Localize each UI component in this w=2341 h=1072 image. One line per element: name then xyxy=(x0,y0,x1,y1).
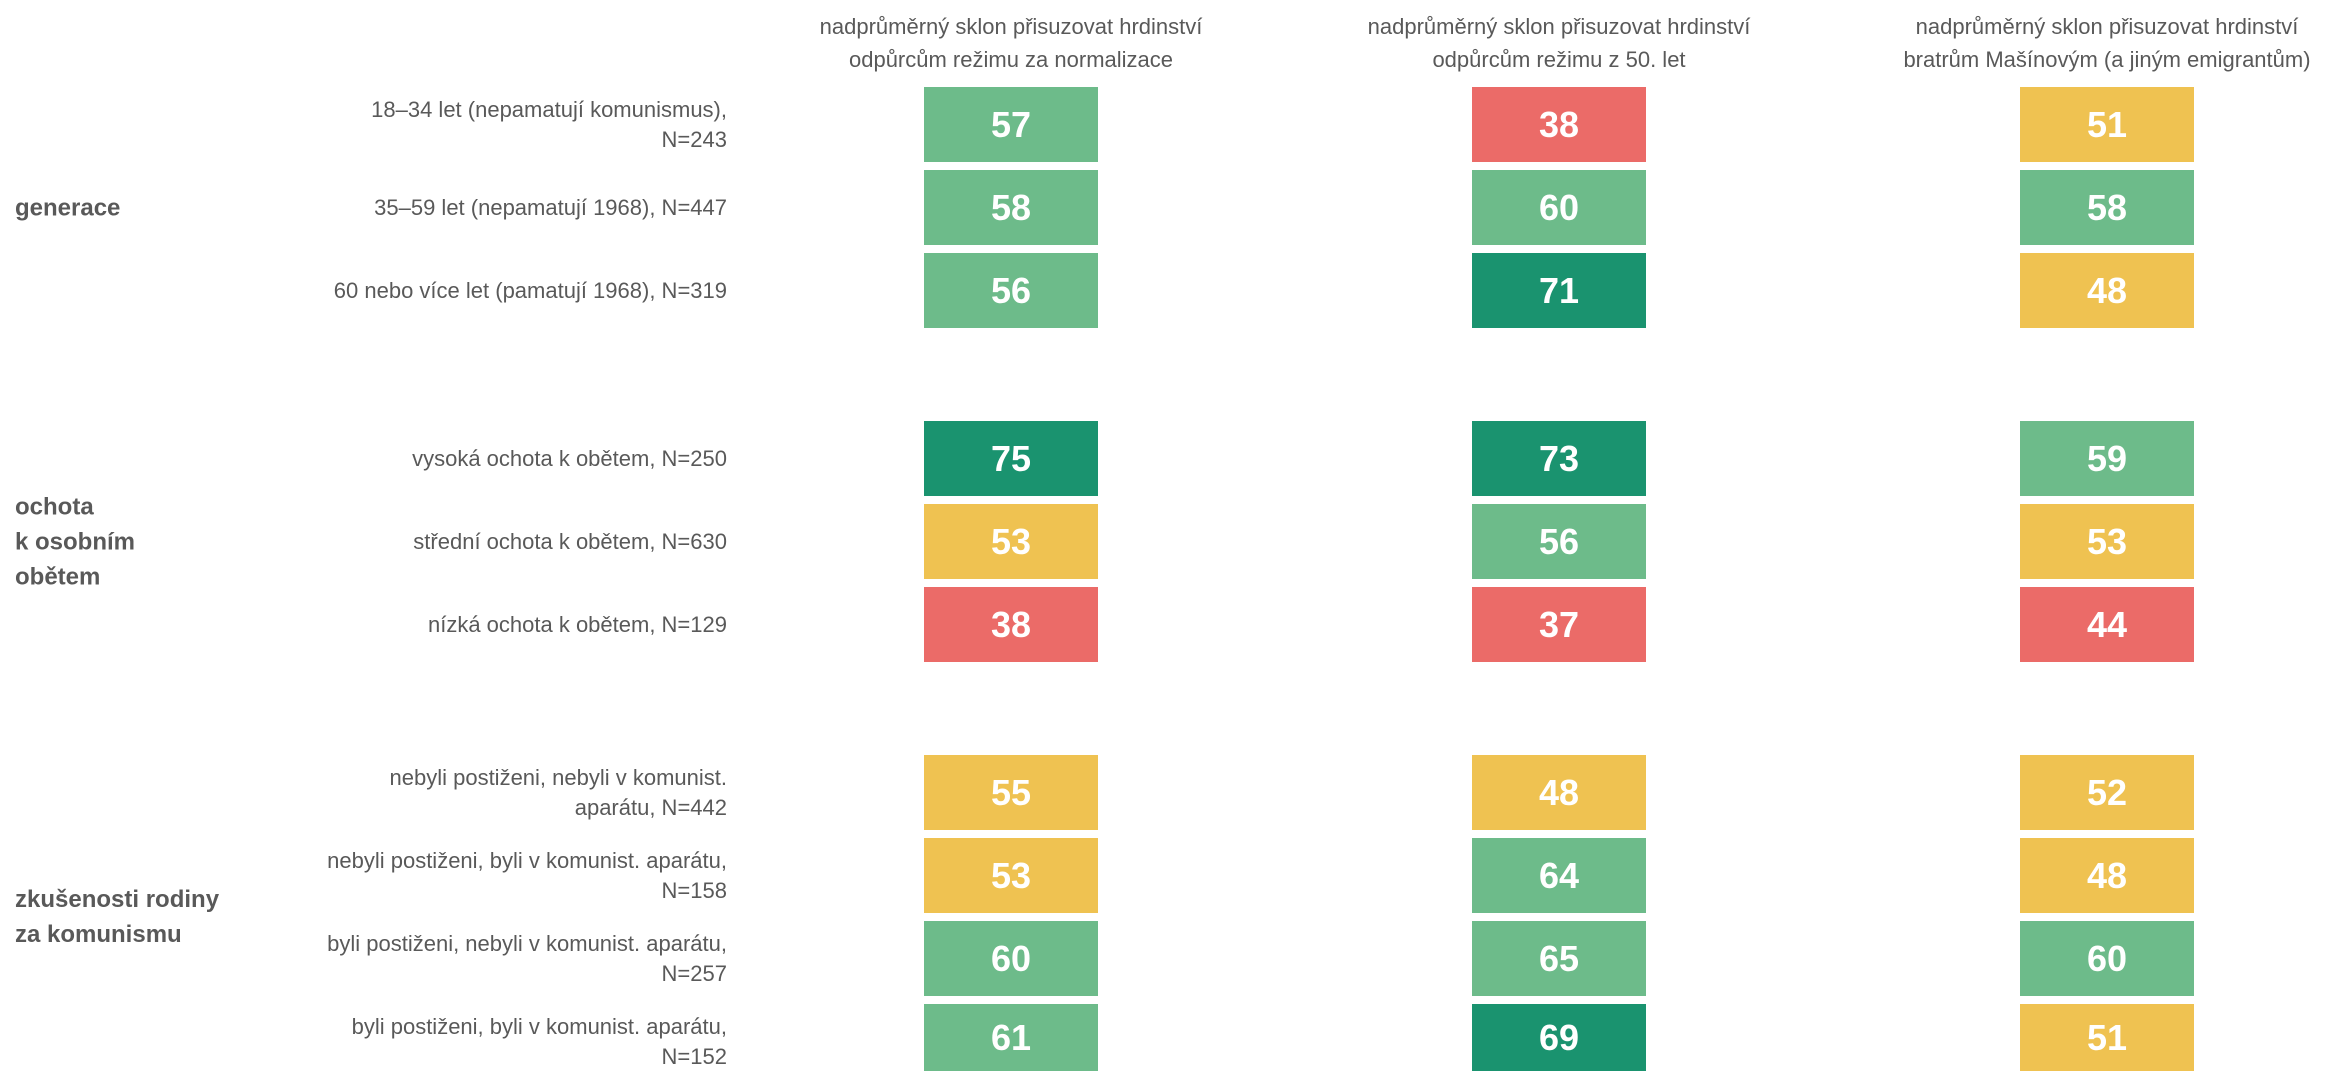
cell: 71 xyxy=(1472,253,1646,328)
row-label: nebyli postiženi, nebyli v komunist. apa… xyxy=(389,764,728,820)
cell-value: 51 xyxy=(2086,103,2128,145)
cell: 56 xyxy=(1472,504,1646,579)
column-header: nadprůměrný sklon přisuzovat hrdinství b… xyxy=(1903,14,2311,72)
cell-value: 56 xyxy=(1538,520,1580,562)
cell: 60 xyxy=(2020,921,2194,996)
cell-value: 38 xyxy=(990,603,1032,645)
cell-value: 48 xyxy=(1538,771,1580,813)
cell: 73 xyxy=(1472,421,1646,496)
row-label: byli postiženi, nebyli v komunist. apará… xyxy=(327,930,727,986)
cell-value: 48 xyxy=(2086,269,2128,311)
cell: 51 xyxy=(2020,1004,2194,1071)
cell-value: 60 xyxy=(990,937,1032,979)
group-label: ochota k osobním obětem xyxy=(15,493,136,590)
cell-value: 69 xyxy=(1538,1016,1580,1058)
cell: 55 xyxy=(924,755,1098,830)
cell-value: 51 xyxy=(2086,1016,2128,1058)
row-label: 60 nebo více let (pamatují 1968), N=319 xyxy=(333,277,727,303)
cell: 44 xyxy=(2020,587,2194,662)
cell-value: 58 xyxy=(2086,186,2128,228)
cell: 60 xyxy=(1472,170,1646,245)
cell: 48 xyxy=(2020,838,2194,913)
cell-value: 53 xyxy=(2086,520,2128,562)
group-label: zkušenosti rodiny za komunismu xyxy=(15,886,220,948)
cell-value: 65 xyxy=(1538,937,1580,979)
cell: 48 xyxy=(1472,755,1646,830)
cell: 59 xyxy=(2020,421,2194,496)
cell-value: 52 xyxy=(2086,771,2128,813)
cell: 57 xyxy=(924,87,1098,162)
cell-value: 59 xyxy=(2086,437,2128,479)
group-label: generace xyxy=(15,194,121,221)
column-header: nadprůměrný sklon přisuzovat hrdinství o… xyxy=(819,14,1203,72)
cell-value: 48 xyxy=(2086,854,2128,896)
cell-value: 55 xyxy=(990,771,1032,813)
cell: 48 xyxy=(2020,253,2194,328)
cell-value: 61 xyxy=(990,1016,1032,1058)
cell-value: 53 xyxy=(990,520,1032,562)
row-label: nízká ochota k obětem, N=129 xyxy=(427,611,727,637)
cell-value: 37 xyxy=(1538,603,1580,645)
row-label: 35–59 let (nepamatují 1968), N=447 xyxy=(374,194,727,220)
cell: 61 xyxy=(924,1004,1098,1071)
cell: 38 xyxy=(1472,87,1646,162)
cell-value: 75 xyxy=(990,437,1032,479)
cell: 52 xyxy=(2020,755,2194,830)
cell: 56 xyxy=(924,253,1098,328)
cell: 58 xyxy=(2020,170,2194,245)
cell-value: 38 xyxy=(1538,103,1580,145)
cell: 64 xyxy=(1472,838,1646,913)
cell: 58 xyxy=(924,170,1098,245)
row-label: nebyli postiženi, byli v komunist. apará… xyxy=(327,847,727,903)
row-label: 18–34 let (nepamatují komunismus), N=243 xyxy=(371,96,727,152)
cell-value: 57 xyxy=(990,103,1032,145)
cell-value: 56 xyxy=(990,269,1032,311)
cell-value: 53 xyxy=(990,854,1032,896)
row-label: vysoká ochota k obětem, N=250 xyxy=(412,445,727,471)
cell-value: 64 xyxy=(1538,854,1580,896)
cell-value: 60 xyxy=(1538,186,1580,228)
cell: 65 xyxy=(1472,921,1646,996)
row-label: střední ochota k obětem, N=630 xyxy=(413,528,727,554)
cell-value: 44 xyxy=(2086,603,2128,645)
cell: 53 xyxy=(2020,504,2194,579)
cell-value: 60 xyxy=(2086,937,2128,979)
cell-value: 58 xyxy=(990,186,1032,228)
column-header: nadprůměrný sklon přisuzovat hrdinství o… xyxy=(1367,14,1751,72)
cell: 51 xyxy=(2020,87,2194,162)
cell-value: 73 xyxy=(1538,437,1580,479)
cell: 69 xyxy=(1472,1004,1646,1071)
cell: 37 xyxy=(1472,587,1646,662)
cell: 53 xyxy=(924,838,1098,913)
cell: 38 xyxy=(924,587,1098,662)
cell: 75 xyxy=(924,421,1098,496)
cell: 53 xyxy=(924,504,1098,579)
cell-value: 71 xyxy=(1538,269,1580,311)
row-label: byli postiženi, byli v komunist. aparátu… xyxy=(351,1013,727,1069)
cell: 60 xyxy=(924,921,1098,996)
